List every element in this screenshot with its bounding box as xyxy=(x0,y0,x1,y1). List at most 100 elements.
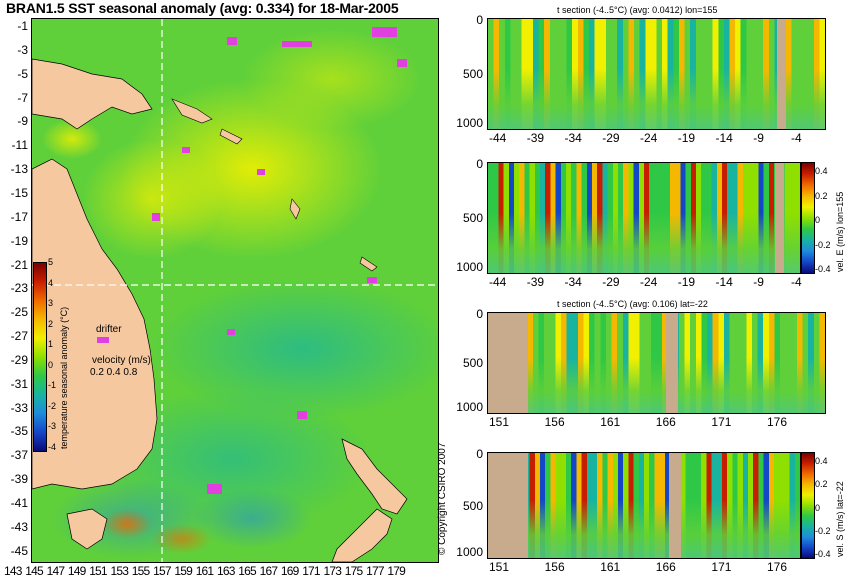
velocity-label: velocity (m/s) xyxy=(92,355,151,366)
drifter-markers xyxy=(97,27,407,494)
lat-tick: -19 xyxy=(10,233,28,248)
lon-tick: 171 xyxy=(302,564,320,578)
panel-x-tick: 176 xyxy=(767,560,788,574)
panel-x-tick: -24 xyxy=(640,275,658,289)
panel-depth-tick: 1000 xyxy=(456,400,483,414)
australia-shelf-block xyxy=(488,453,528,558)
panel-depth-tick: 500 xyxy=(462,498,483,513)
section-panel-0 xyxy=(487,18,826,130)
panel-depth-tick: 0 xyxy=(476,307,483,321)
panel-x-tick: -39 xyxy=(526,275,545,289)
lat-tick: -11 xyxy=(11,138,28,153)
panel-x-tick: -19 xyxy=(677,275,696,289)
panel-depth-tick: 1000 xyxy=(456,116,483,130)
new-caledonia-landmass xyxy=(359,256,378,272)
lon-tick: 177 xyxy=(366,564,384,578)
lat-tick: -5 xyxy=(17,66,28,81)
panel-x-tick: -34 xyxy=(564,275,582,289)
lat-tick: -43 xyxy=(10,519,28,534)
lon-tick: 159 xyxy=(174,564,193,578)
map-colorbar-tick: -1 xyxy=(48,380,57,390)
panel-x-tick: -14 xyxy=(715,131,733,145)
panel-x-tick: 156 xyxy=(544,415,565,429)
panel-x-tick: -4 xyxy=(791,131,802,145)
panel-x-tick: 171 xyxy=(711,415,732,429)
lon-tick: 147 xyxy=(46,564,65,578)
lon-tick: 165 xyxy=(238,564,256,578)
new-zealand-north-landmass xyxy=(341,438,408,515)
panel-x-tick: 151 xyxy=(489,415,510,429)
velocity-colorbar-tick: -0.2 xyxy=(815,525,831,536)
map-colorbar-tick: 2 xyxy=(48,318,54,329)
panel-x-tick: 166 xyxy=(655,560,676,574)
panel-x-tick: 151 xyxy=(489,560,510,574)
drifter-label: drifter xyxy=(96,324,122,335)
map-colorbar xyxy=(33,262,47,452)
map-colorbar-tick: 4 xyxy=(48,277,54,288)
lat-tick: -41 xyxy=(10,496,28,510)
panel-title: t section (-4..5°C) (avg: 0.0412) lon=15… xyxy=(557,5,718,15)
lat-tick: -15 xyxy=(10,185,28,200)
velocity-colorbar-tick: 0.2 xyxy=(815,479,828,490)
map-colorbar-tick: -3 xyxy=(48,421,57,431)
velocity-colorbar-tick: 0.4 xyxy=(815,166,828,176)
velocity-colorbar-tick: -0.2 xyxy=(815,239,831,250)
panel-depth-tick: 500 xyxy=(462,356,483,370)
lat-tick: -29 xyxy=(10,352,28,367)
panel-x-tick: -4 xyxy=(791,275,802,289)
panel-title: t section (-4..5°C) (avg: 0.106) lat=-22 xyxy=(557,299,708,309)
panel-x-tick: -39 xyxy=(526,131,545,145)
panel-x-tick: 161 xyxy=(600,415,621,429)
velocity-colorbar xyxy=(801,162,815,274)
lon-tick: 143 xyxy=(4,564,22,578)
deep-water-layer xyxy=(488,358,825,413)
lon-tick: 167 xyxy=(259,564,278,578)
panel-x-tick: -44 xyxy=(489,131,507,145)
map-colorbar-tick: 0 xyxy=(48,359,54,370)
panel-depth-tick: 500 xyxy=(462,211,483,225)
lon-tick: 153 xyxy=(110,564,129,578)
lat-tick: -7 xyxy=(17,90,28,105)
lat-tick: -23 xyxy=(10,281,28,296)
lat-tick: -9 xyxy=(17,114,28,129)
section-panel-2 xyxy=(487,312,826,414)
lon-tick: 163 xyxy=(217,564,235,578)
australia-shelf-block xyxy=(488,313,528,413)
panel-x-tick: -29 xyxy=(602,131,620,145)
velocity-scale: 0.2 0.4 0.8 xyxy=(90,367,138,378)
panel-x-tick: -44 xyxy=(489,275,507,289)
panel-depth-tick: 1000 xyxy=(456,260,483,274)
section-panel-1 xyxy=(487,162,801,274)
map-colorbar-tick: 5 xyxy=(48,257,54,267)
lon-tick: 161 xyxy=(195,564,214,578)
lon-tick: 151 xyxy=(89,564,107,578)
map-colorbar-tick: -4 xyxy=(48,441,57,452)
velocity-colorbar-label: vel. S (m/s) lat=-22 xyxy=(835,481,845,557)
map-colorbar-tick: 3 xyxy=(48,298,54,308)
panel-depth-tick: 0 xyxy=(476,157,483,171)
lat-tick: -1 xyxy=(17,19,28,33)
lon-tick: 173 xyxy=(323,564,342,578)
velocity-colorbar xyxy=(801,452,815,559)
lat-tick: -3 xyxy=(17,42,28,57)
lat-tick: -13 xyxy=(10,162,28,177)
panel-x-tick: 166 xyxy=(655,415,676,429)
lon-tick: 155 xyxy=(131,564,150,578)
panel-x-tick: -14 xyxy=(715,275,733,289)
panel-x-tick: 156 xyxy=(544,560,565,574)
deep-water-layer xyxy=(488,500,800,558)
lat-tick: -37 xyxy=(10,448,28,463)
velocity-colorbar-tick: -0.4 xyxy=(815,549,831,559)
panel-x-tick: 171 xyxy=(711,560,732,574)
section-panel-3 xyxy=(487,452,801,559)
lat-tick: -35 xyxy=(10,424,28,439)
map-colorbar-tick: 1 xyxy=(48,339,54,349)
panel-x-tick: -29 xyxy=(602,275,620,289)
panel-depth-tick: 500 xyxy=(462,67,483,81)
panel-x-tick: -9 xyxy=(753,131,764,145)
lat-tick: -39 xyxy=(10,472,28,487)
panel-x-tick: -34 xyxy=(564,131,582,145)
velocity-colorbar-label: vel. E (m/s) lon=155 xyxy=(835,191,845,272)
australia-landmass xyxy=(32,158,158,490)
velocity-colorbar-tick: 0.4 xyxy=(815,456,828,466)
